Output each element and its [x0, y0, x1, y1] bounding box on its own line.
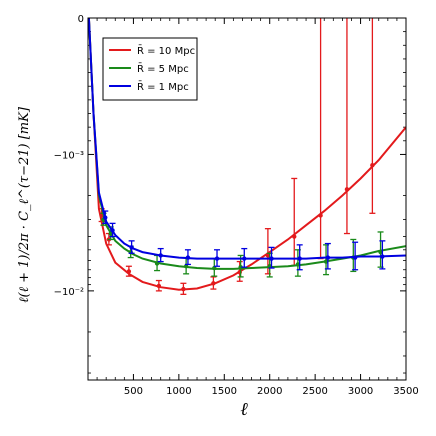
series-line: [88, 18, 406, 260]
data-point: [212, 265, 217, 271]
x-tick-label: 1000: [166, 386, 191, 397]
y-tick-label: 0: [78, 14, 84, 25]
x-tick-label: 1500: [212, 386, 237, 397]
data-point: [297, 256, 302, 261]
legend: R̄ = 10 Mpc R̄ = 5 Mpc R̄ = 1 Mpc: [102, 37, 198, 101]
x-axis-label: ℓ: [240, 399, 248, 420]
y-tick-label: −10⁻³: [54, 150, 84, 161]
y-axis-label: ℓ(ℓ + 1)/2π · C_ℓ^(τ−21) [mK]: [17, 106, 32, 303]
data-point: [211, 281, 216, 286]
data-point: [238, 264, 243, 270]
data-point: [126, 269, 132, 274]
data-point: [267, 264, 272, 269]
data-point: [323, 259, 329, 264]
data-point: [185, 255, 191, 260]
data-point: [183, 264, 189, 269]
x-tick-label: 3000: [348, 386, 373, 397]
data-point: [242, 256, 247, 261]
legend-label: R̄ = 5 Mpc: [137, 62, 189, 75]
data-point: [265, 253, 271, 258]
data-point: [181, 286, 186, 292]
data-point: [154, 261, 160, 266]
data-point: [380, 254, 385, 259]
data-point: [214, 256, 220, 261]
data-point: [325, 255, 331, 260]
x-tick-label: 2000: [257, 386, 282, 397]
data-point: [103, 215, 108, 220]
x-tick-label: 2500: [302, 386, 327, 397]
plot-frame: [87, 17, 407, 381]
y-tick-label: −10⁻²: [54, 287, 84, 298]
data-point: [344, 187, 350, 192]
legend-label: R̄ = 1 Mpc: [137, 80, 189, 93]
x-tick-label: 500: [124, 386, 143, 397]
legend-label: R̄ = 10 Mpc: [137, 44, 195, 57]
data-point: [110, 228, 115, 233]
data-point: [292, 234, 297, 239]
data-point: [156, 283, 162, 289]
data-point: [108, 231, 113, 236]
data-point: [158, 253, 163, 258]
data-point: [378, 249, 383, 255]
data-point: [129, 245, 134, 250]
data-point: [269, 256, 274, 261]
data-point: [352, 255, 358, 260]
data-point: [295, 262, 301, 267]
x-tick-label: 3500: [393, 386, 418, 397]
data-point: [370, 163, 375, 168]
plot-area: [88, 18, 406, 295]
y-axis-label-group: ℓ(ℓ + 1)/2π · C_ℓ^(τ−21) [mK]: [17, 106, 32, 303]
data-point: [318, 213, 323, 218]
